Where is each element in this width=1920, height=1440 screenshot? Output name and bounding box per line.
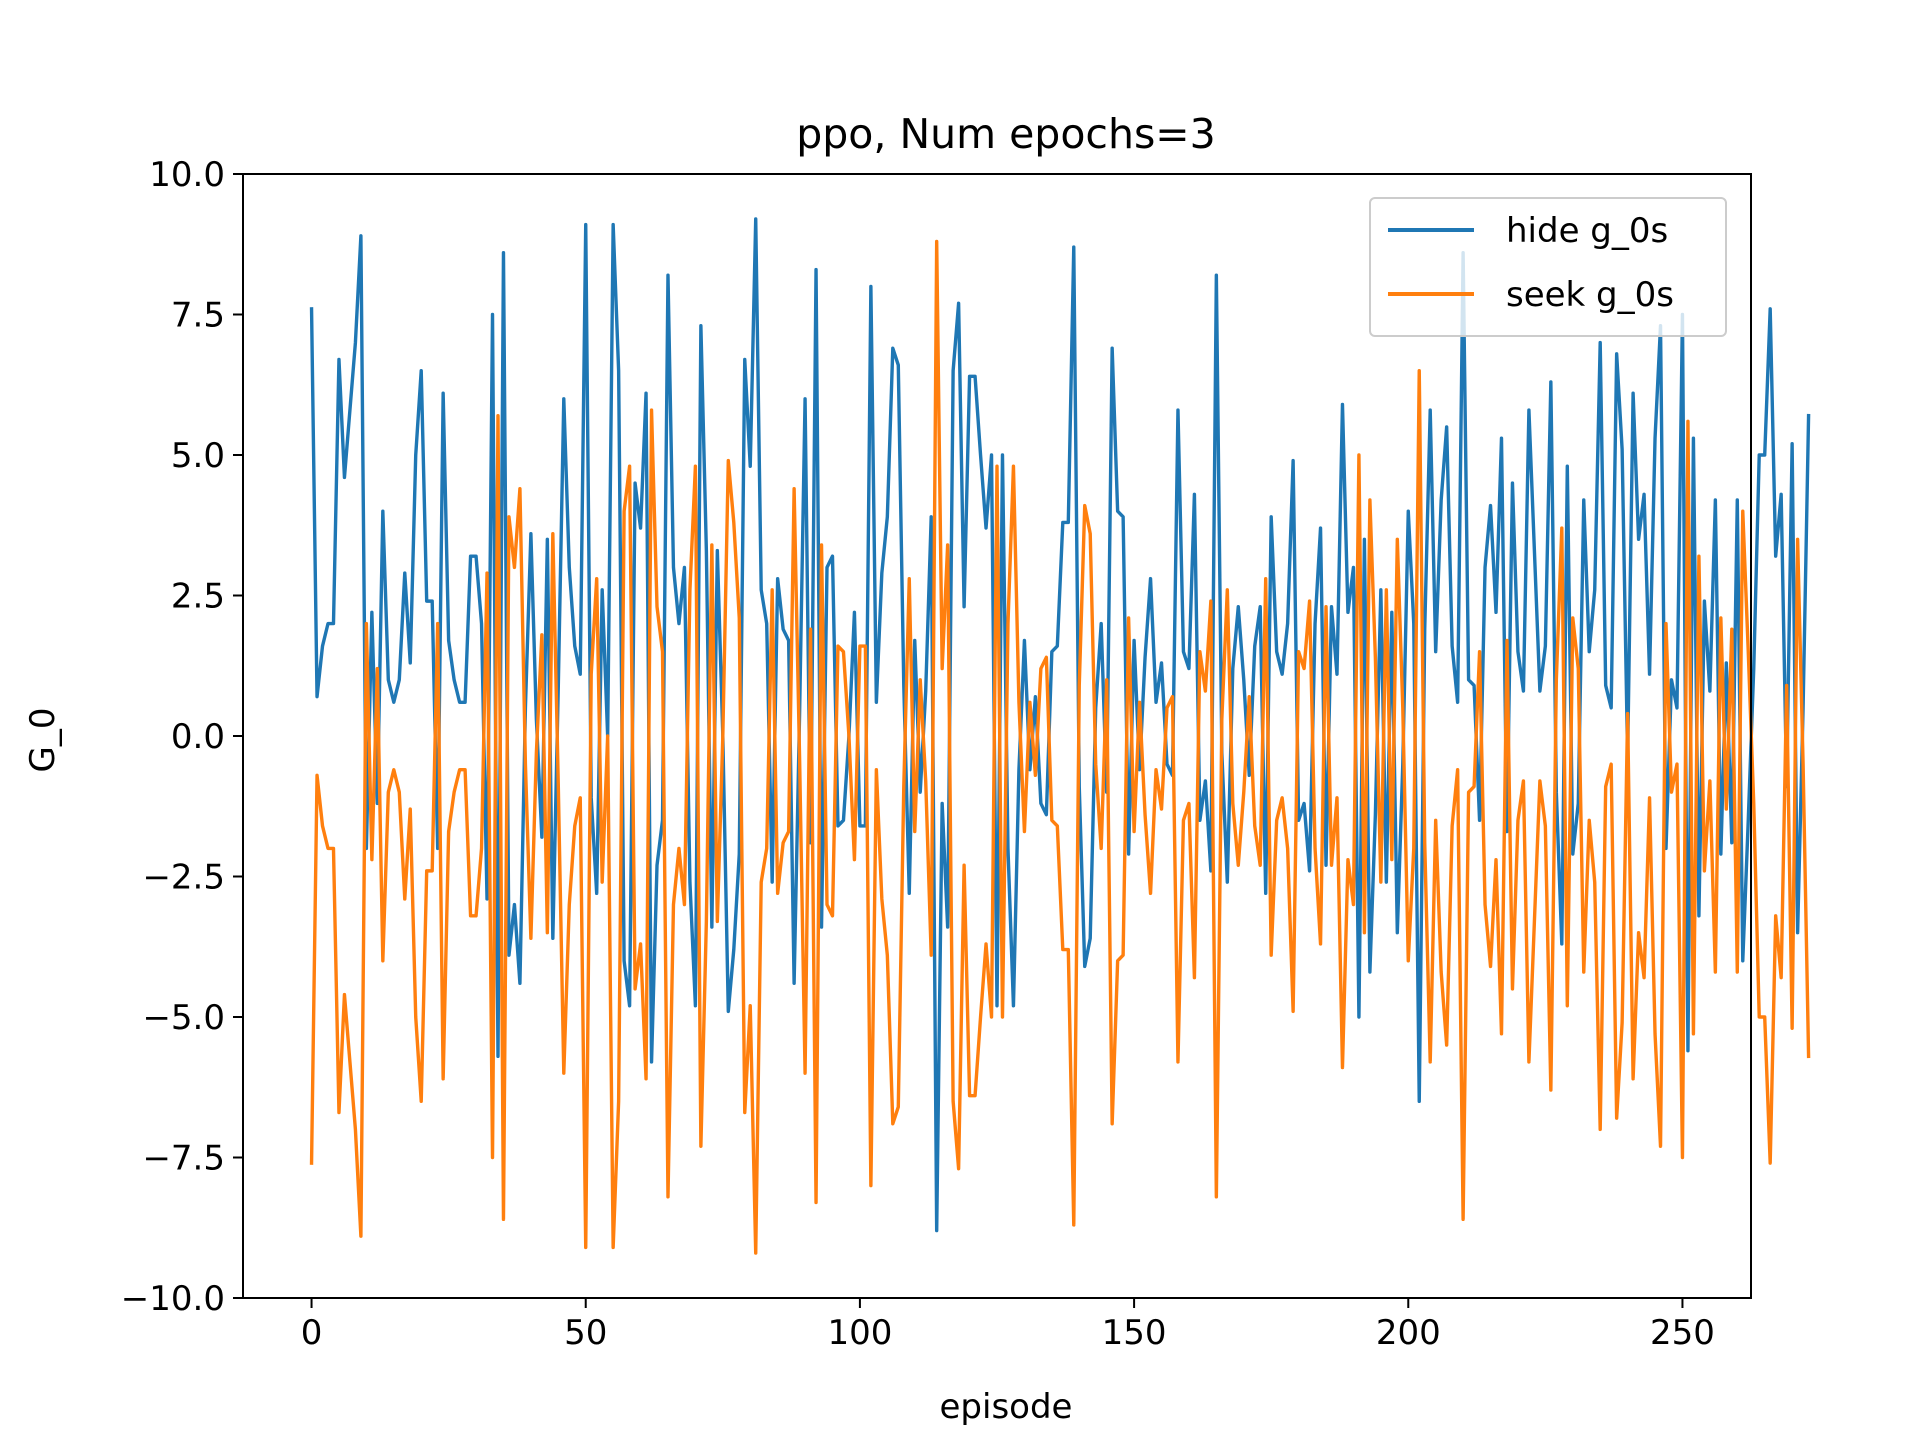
x-tick-label: 250 <box>1650 1313 1715 1353</box>
x-tick-label: 200 <box>1376 1313 1441 1353</box>
y-tick-label: 5.0 <box>171 436 225 476</box>
y-tick-label: 7.5 <box>171 296 225 336</box>
series-layer <box>309 217 1811 1255</box>
y-tick-label: 2.5 <box>171 577 225 617</box>
y-tick-label: −7.5 <box>142 1139 225 1179</box>
legend-label-hide: hide g_0s <box>1506 211 1668 251</box>
x-tick-label: 50 <box>564 1313 607 1353</box>
axes-layer: 0 50 100 150 200 250 10.0 7.5 5.0 2.5 0.0 −2.5 −5.0 −… <box>121 155 1752 1353</box>
x-tick-label: 0 <box>301 1313 323 1353</box>
y-tick-label: −5.0 <box>142 998 225 1038</box>
legend-frame <box>1369 197 1727 337</box>
x-tick-label: 150 <box>1102 1313 1167 1353</box>
series-line-hide <box>309 217 1811 1233</box>
y-tick-label: 10.0 <box>149 155 225 195</box>
legend-label-seek: seek g_0s <box>1506 275 1674 315</box>
chart-title: ppo, Num epochs=3 <box>796 110 1216 158</box>
x-axis-label: episode <box>940 1387 1073 1427</box>
y-tick-label: 0.0 <box>171 717 225 757</box>
series-line-seek <box>309 239 1811 1255</box>
y-tick-label: −2.5 <box>142 858 225 898</box>
x-tick-label: 100 <box>827 1313 892 1353</box>
legend: hide g_0s seek g_0s <box>1369 197 1727 337</box>
y-tick-label: −10.0 <box>121 1279 225 1319</box>
y-axis-label: G_0 <box>23 708 63 773</box>
